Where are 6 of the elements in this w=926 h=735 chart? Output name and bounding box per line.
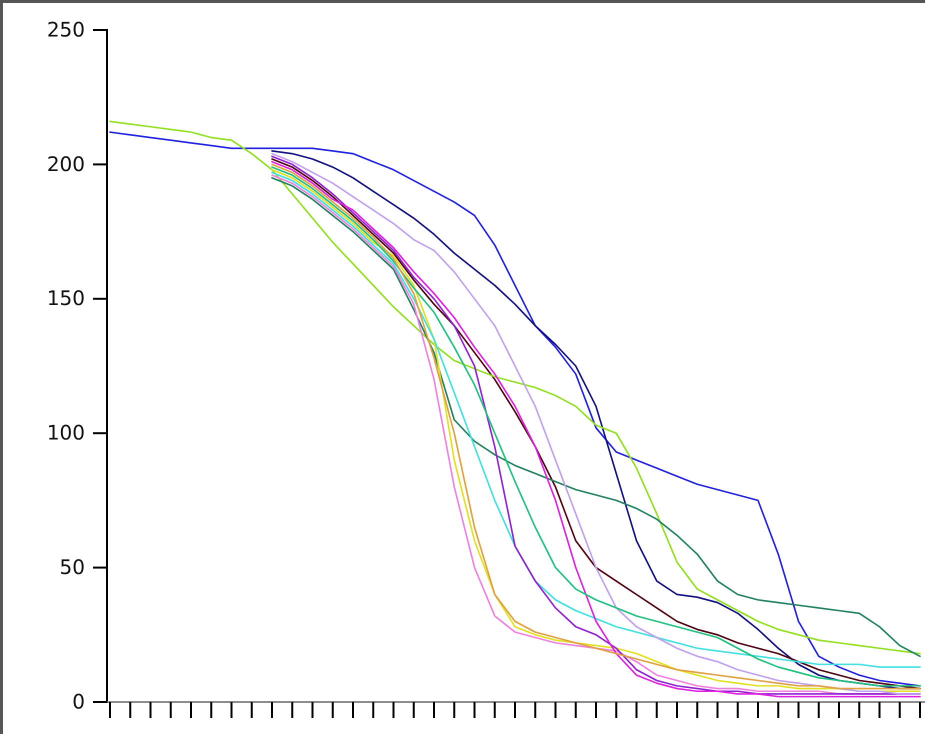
y-tick-label: 200 xyxy=(46,152,85,176)
y-tick-label: 0 xyxy=(72,689,85,714)
y-tick-label: 250 xyxy=(46,17,85,42)
y-tick-label: 50 xyxy=(60,555,85,579)
y-tick-label: 100 xyxy=(46,420,85,445)
y-tick-label: 150 xyxy=(46,286,85,310)
